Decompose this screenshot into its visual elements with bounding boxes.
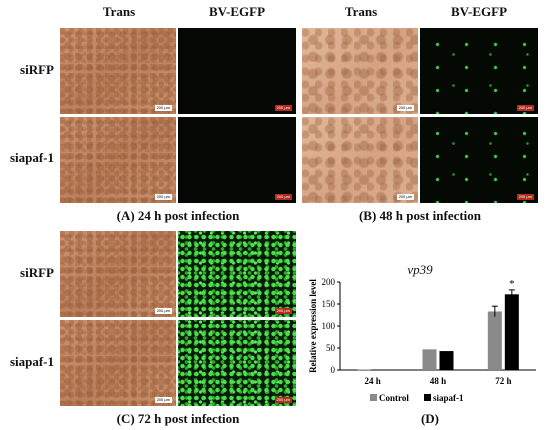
y-axis-label: Relative expression level (308, 279, 318, 373)
panel-a-col-header-trans: Trans (102, 4, 136, 19)
x-tick-label: 24 h (365, 376, 381, 386)
bar-control-48h (422, 349, 437, 370)
y-tick-label: 200 (322, 277, 336, 287)
panel-a-trans-sirfp-image: 200 μm (60, 28, 176, 114)
y-tick-label: 100 (322, 321, 336, 331)
panel-a-trans-siapaf-image: 200 μm (60, 117, 176, 203)
scale-bar: 200 μm (274, 105, 292, 111)
legend-swatch-siapaf-1 (424, 394, 431, 401)
panel-b-egfp-siapaf-image: 200 μm (420, 117, 538, 203)
legend-label-control: Control (379, 393, 409, 403)
panel-b-trans-siapaf-image: 200 μm (302, 117, 418, 203)
y-tick-label: 50 (326, 343, 336, 353)
scale-bar: 200 μm (154, 397, 172, 403)
panel-d-caption: (D) (420, 411, 440, 426)
bar-siapaf-1-24h (374, 369, 389, 371)
y-tick-label: 0 (331, 365, 336, 375)
scale-bar: 200 μm (396, 194, 414, 200)
x-tick-label: 48 h (430, 376, 446, 386)
panel-c-trans-sirfp-image: 200 μm (60, 231, 176, 317)
panel-a-egfp-sirfp-image: 200 μm (178, 28, 296, 114)
panel-c-trans-siapaf-image: 200 μm (60, 320, 176, 406)
panel-b-caption: (B) 48 h post infection (358, 208, 482, 223)
legend-label-siapaf-1: siapaf-1 (433, 393, 464, 403)
scale-bar: 200 μm (154, 105, 172, 111)
y-tick-label: 150 (322, 299, 336, 309)
panel-b-col-header-bv-egfp: BV-EGFP (450, 4, 508, 19)
bar-control-72h (487, 311, 502, 370)
significance-asterisk: * (509, 278, 515, 290)
legend-swatch-control (370, 394, 377, 401)
scale-bar: 200 μm (274, 308, 292, 314)
scale-bar: 200 μm (154, 308, 172, 314)
bar-chart: 0 50 100 150 200 Relative expression level 24 … (308, 277, 536, 403)
bar-siapaf-1-48h (439, 351, 454, 370)
panel-c-egfp-siapaf-image: 200 μm (178, 320, 296, 406)
scale-bar: 200 μm (516, 194, 534, 200)
x-tick-label: 72 h (495, 376, 511, 386)
panel-b-col-header-trans: Trans (344, 4, 378, 19)
scale-bar: 200 μm (274, 194, 292, 200)
scale-bar: 200 μm (154, 194, 172, 200)
bar-control-24h (357, 369, 372, 371)
panel-c-egfp-sirfp-image: 200 μm (178, 231, 296, 317)
panel-c-row-header-sirfp: siRFP (20, 265, 54, 280)
panel-b-trans-sirfp-image: 200 μm (302, 28, 418, 114)
panel-a-caption: (A) 24 h post infection (116, 208, 240, 223)
panel-c-caption: (C) 72 h post infection (116, 411, 240, 426)
panel-b-egfp-sirfp-image: 200 μm (420, 28, 538, 114)
scale-bar: 200 μm (516, 105, 534, 111)
panel-a-row-header-siapaf-1: siapaf-1 (9, 150, 54, 165)
panel-a-row-header-sirfp: siRFP (20, 62, 54, 77)
panel-c-row-header-siapaf-1: siapaf-1 (9, 354, 54, 369)
panel-a-col-header-bv-egfp: BV-EGFP (208, 4, 266, 19)
scale-bar: 200 μm (274, 397, 292, 403)
bar-siapaf-1-72h (504, 294, 519, 370)
panel-a-egfp-siapaf-image: 200 μm (178, 117, 296, 203)
scale-bar: 200 μm (396, 105, 414, 111)
chart-title: vp39 (407, 262, 433, 277)
